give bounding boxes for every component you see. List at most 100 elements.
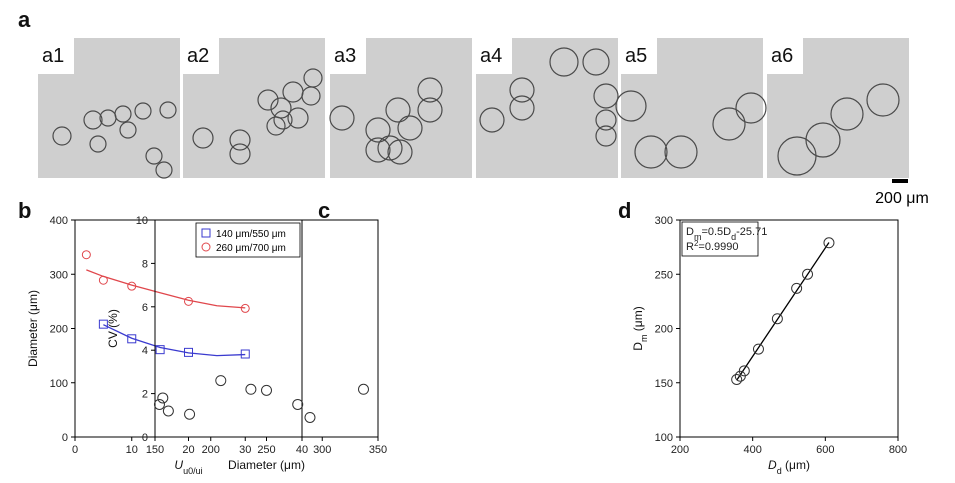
point (184, 408, 196, 420)
droplet (582, 48, 610, 76)
droplet (549, 47, 579, 77)
image-label-box (476, 38, 512, 74)
point (240, 349, 250, 359)
x-tick-label: 150 (146, 444, 164, 456)
droplet (615, 90, 647, 122)
droplet (509, 77, 535, 103)
droplet (145, 147, 163, 165)
point (261, 384, 272, 396)
y-tick-label: 200 (50, 324, 68, 336)
droplet (417, 77, 443, 103)
droplet (397, 115, 423, 141)
panel-label: c (318, 198, 330, 223)
droplet (159, 101, 177, 119)
y-tick-label: 6 (142, 302, 148, 314)
panel-label: a (18, 7, 31, 32)
point (157, 392, 169, 404)
point (738, 365, 750, 377)
y-tick-label: 2 (142, 389, 148, 401)
droplet (329, 105, 355, 131)
y-tick-label: 0 (62, 432, 68, 444)
image-label: a3 (334, 45, 356, 67)
droplet (830, 97, 864, 131)
legend-box (195, 222, 301, 258)
x-tick-label: 300 (313, 444, 331, 456)
label-part: m (639, 335, 649, 343)
image-label-box (38, 38, 74, 74)
droplet (805, 122, 841, 158)
droplet (365, 137, 391, 163)
axis-label: Uu0/ui (174, 458, 202, 476)
y-axis-label: Diameter (μm) (26, 290, 40, 367)
droplet (735, 92, 767, 124)
droplet (303, 68, 323, 88)
y-tick-label: 250 (655, 269, 673, 281)
legend-label: 260 μm/700 μm (216, 243, 286, 254)
legend-marker (201, 228, 211, 238)
droplet (287, 107, 309, 129)
droplet (593, 83, 619, 109)
label-part: u0/ui (183, 466, 203, 476)
x-tick-label: 350 (369, 444, 387, 456)
scale-bar-label: 200 μm (875, 190, 929, 207)
droplet (155, 161, 173, 179)
image-label: a5 (625, 45, 647, 67)
point (240, 303, 250, 313)
x-tick-label: 200 (202, 444, 220, 456)
label-part: U (174, 458, 183, 472)
label-part: (μm) (631, 306, 645, 334)
label-part: R (686, 241, 694, 253)
droplet (634, 135, 668, 169)
droplet (89, 135, 107, 153)
point (153, 398, 165, 410)
label-part: 2 (694, 239, 699, 248)
image-label: a2 (187, 45, 209, 67)
legend-label: 140 μm/550 μm (216, 229, 286, 240)
fit-line (86, 269, 246, 309)
point (81, 250, 91, 260)
y-tick-label: 300 (50, 269, 68, 281)
droplet (479, 107, 505, 133)
point (98, 319, 108, 329)
y-tick-label: 400 (50, 215, 68, 227)
droplet (417, 97, 443, 123)
point (734, 370, 746, 382)
droplet (192, 127, 214, 149)
axis-label: R2=0.9990 (686, 239, 738, 254)
image-label-box (767, 38, 803, 74)
y-tick-label: 10 (136, 215, 148, 227)
x-tick-label: 30 (239, 444, 251, 456)
label-part: D (631, 342, 645, 351)
y-tick-label: 100 (50, 378, 68, 390)
y-tick-label: 4 (142, 345, 148, 357)
x-tick-label: 400 (743, 444, 761, 456)
label-part: (μm) (782, 458, 810, 472)
label-part: D (723, 226, 731, 238)
x-tick-label: 10 (126, 444, 138, 456)
legend-marker (201, 242, 211, 252)
point (184, 296, 193, 306)
point (162, 405, 174, 417)
droplet (712, 107, 746, 141)
point (358, 383, 370, 395)
image-label: a4 (480, 45, 502, 67)
y-tick-label: 200 (655, 324, 673, 336)
image-label: a1 (42, 45, 64, 67)
droplet (509, 95, 535, 121)
image-label-box (330, 38, 366, 74)
droplet (377, 135, 403, 161)
axis-label: Dm (μm) (631, 306, 649, 350)
y-tick-label: 100 (655, 432, 673, 444)
point (127, 281, 137, 291)
droplet (257, 89, 279, 111)
droplet (52, 126, 72, 146)
x-tick-label: 250 (257, 444, 275, 456)
label-part: m (694, 232, 702, 242)
label-part: D (768, 458, 777, 472)
point (823, 237, 835, 249)
droplet (273, 110, 293, 130)
droplet (365, 117, 391, 143)
point (184, 347, 193, 357)
droplet (866, 83, 900, 117)
